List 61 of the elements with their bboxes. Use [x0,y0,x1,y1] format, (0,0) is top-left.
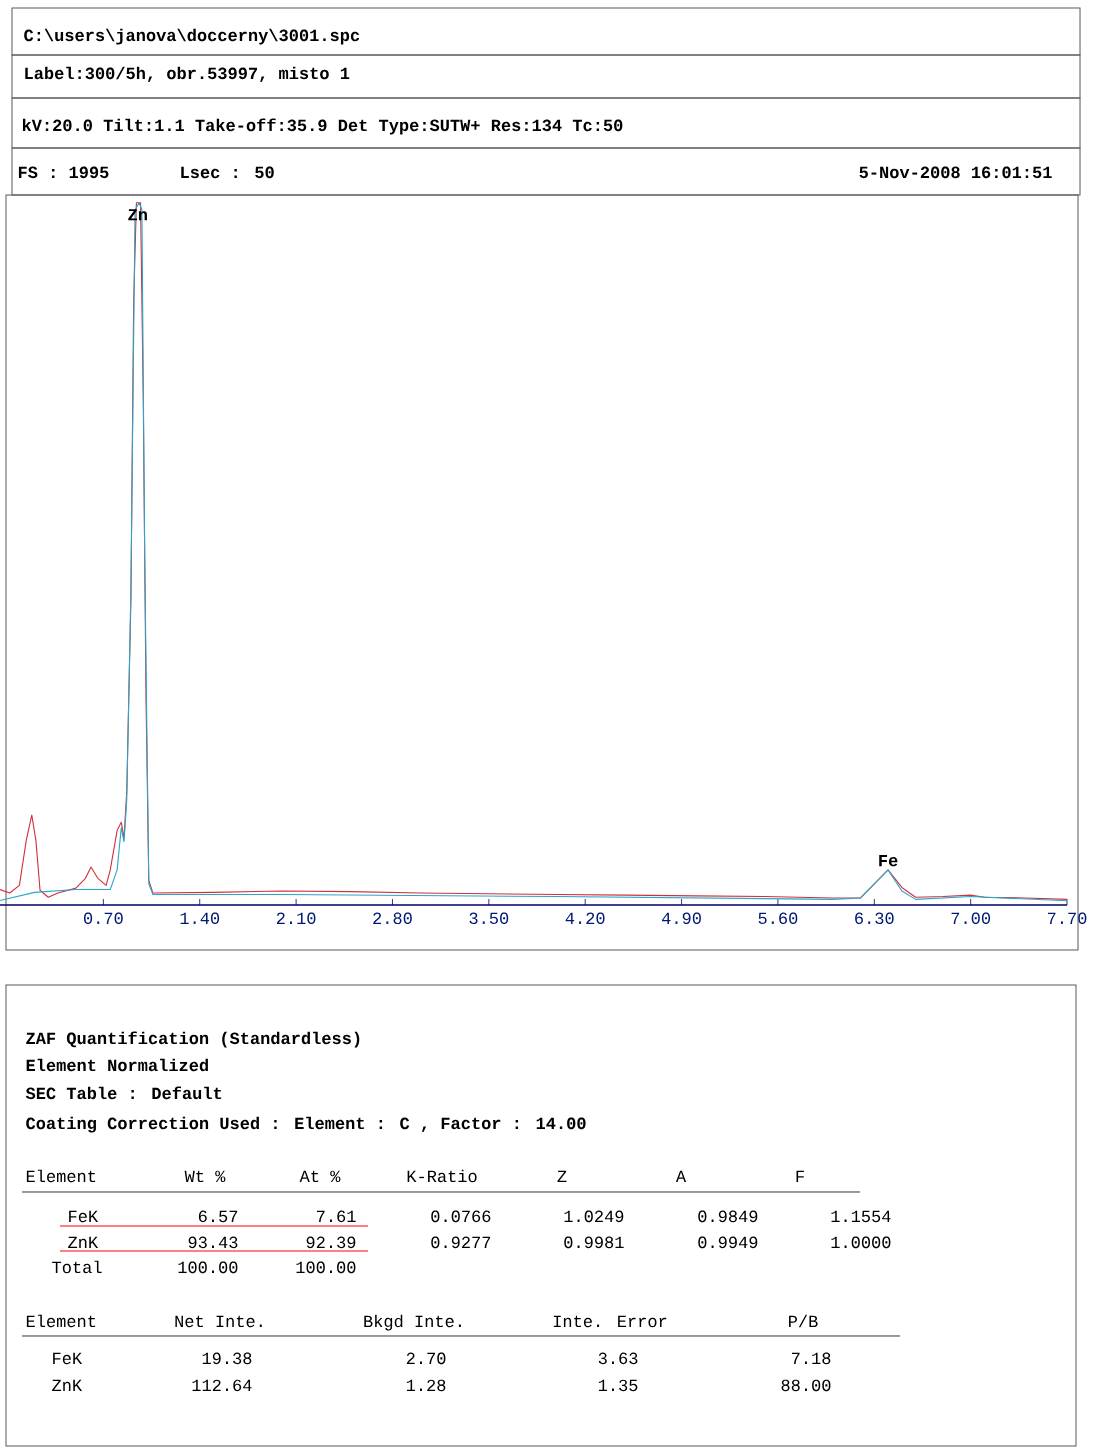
text: Element Normalized [26,1058,208,1072]
text: ZnK [52,1379,83,1391]
x-tick-label: 0.70 [84,912,123,925]
text: Wt % [184,1170,226,1183]
x-tick-label: 1.40 [180,912,220,925]
x-tick-label: 7.00 [951,912,991,925]
annotation: Fe [879,854,898,867]
text: Bkgd Inte. [364,1314,461,1331]
text: Coating Correction Used : Element : C , Factor : 14.00 [26,1116,586,1133]
text: 7.61 [316,1210,356,1223]
x-tick-label: 5.60 [758,912,798,925]
text: P/B [789,1314,818,1328]
text: 1.1554 [831,1210,891,1223]
text: SEC Table : Default [25,1086,222,1100]
text: 0.9849 [698,1210,758,1223]
text: 93.43 [188,1236,238,1249]
text: FS : 1995 [18,166,109,179]
text: 0.9981 [564,1236,624,1249]
text: 7.18 [791,1352,831,1365]
text: 1.0249 [564,1210,624,1223]
x-tick-label: 4.20 [565,912,605,925]
text: 100.00 [296,1261,356,1274]
text: 1.28 [406,1379,446,1392]
text: Element [26,1314,96,1328]
text: 92.39 [306,1236,356,1249]
x-tick-label: 6.30 [855,912,894,925]
text: A [675,1170,687,1182]
text: 112.64 [192,1379,252,1392]
chart-title: C:\users\janova\doccerny\3001.spc [24,28,360,45]
text: 6.57 [198,1210,238,1223]
text: Total [52,1260,102,1274]
text: 0.9949 [698,1236,758,1249]
text: ZAF Quantification (Standardless) [26,1031,360,1048]
text: 2.70 [406,1352,446,1365]
text: FeK [53,1352,83,1365]
text: 1.0000 [831,1236,891,1249]
text: Net Inte. [175,1315,262,1328]
x-tick-label: 4.90 [662,912,701,925]
text: Element [26,1169,96,1183]
x-tick-label: 2.80 [373,912,412,925]
text: kV:20.0 Tilt:1.1 Take-off:35.9 Det Type:SUTW+ Res:134 Tc:50 [22,118,623,135]
text: 100.00 [178,1261,238,1274]
text: K-Ratio [407,1169,477,1183]
text: ZnK [68,1236,99,1248]
x-tick-label: 2.10 [276,912,316,925]
text: 0.9277 [431,1236,491,1249]
text: F [796,1170,804,1182]
x-tick-label: 7.70 [1047,912,1087,925]
text: 19.38 [202,1352,252,1365]
text: At % [299,1170,341,1183]
text: 0.0766 [431,1210,491,1223]
text: Lsec : 50 [181,166,274,179]
text: 88.00 [781,1379,831,1392]
text: Inte. Error [553,1315,667,1328]
text: 3.63 [598,1352,638,1365]
text: Z [557,1170,567,1182]
text: FeK [69,1210,99,1223]
chart-subtitle: Label:300/5h, obr.53997, misto 1 [25,66,350,82]
text: 5-Nov-2008 16:01:51 [859,166,1052,179]
text: 1.35 [598,1379,638,1392]
x-tick-label: 3.50 [469,912,509,925]
